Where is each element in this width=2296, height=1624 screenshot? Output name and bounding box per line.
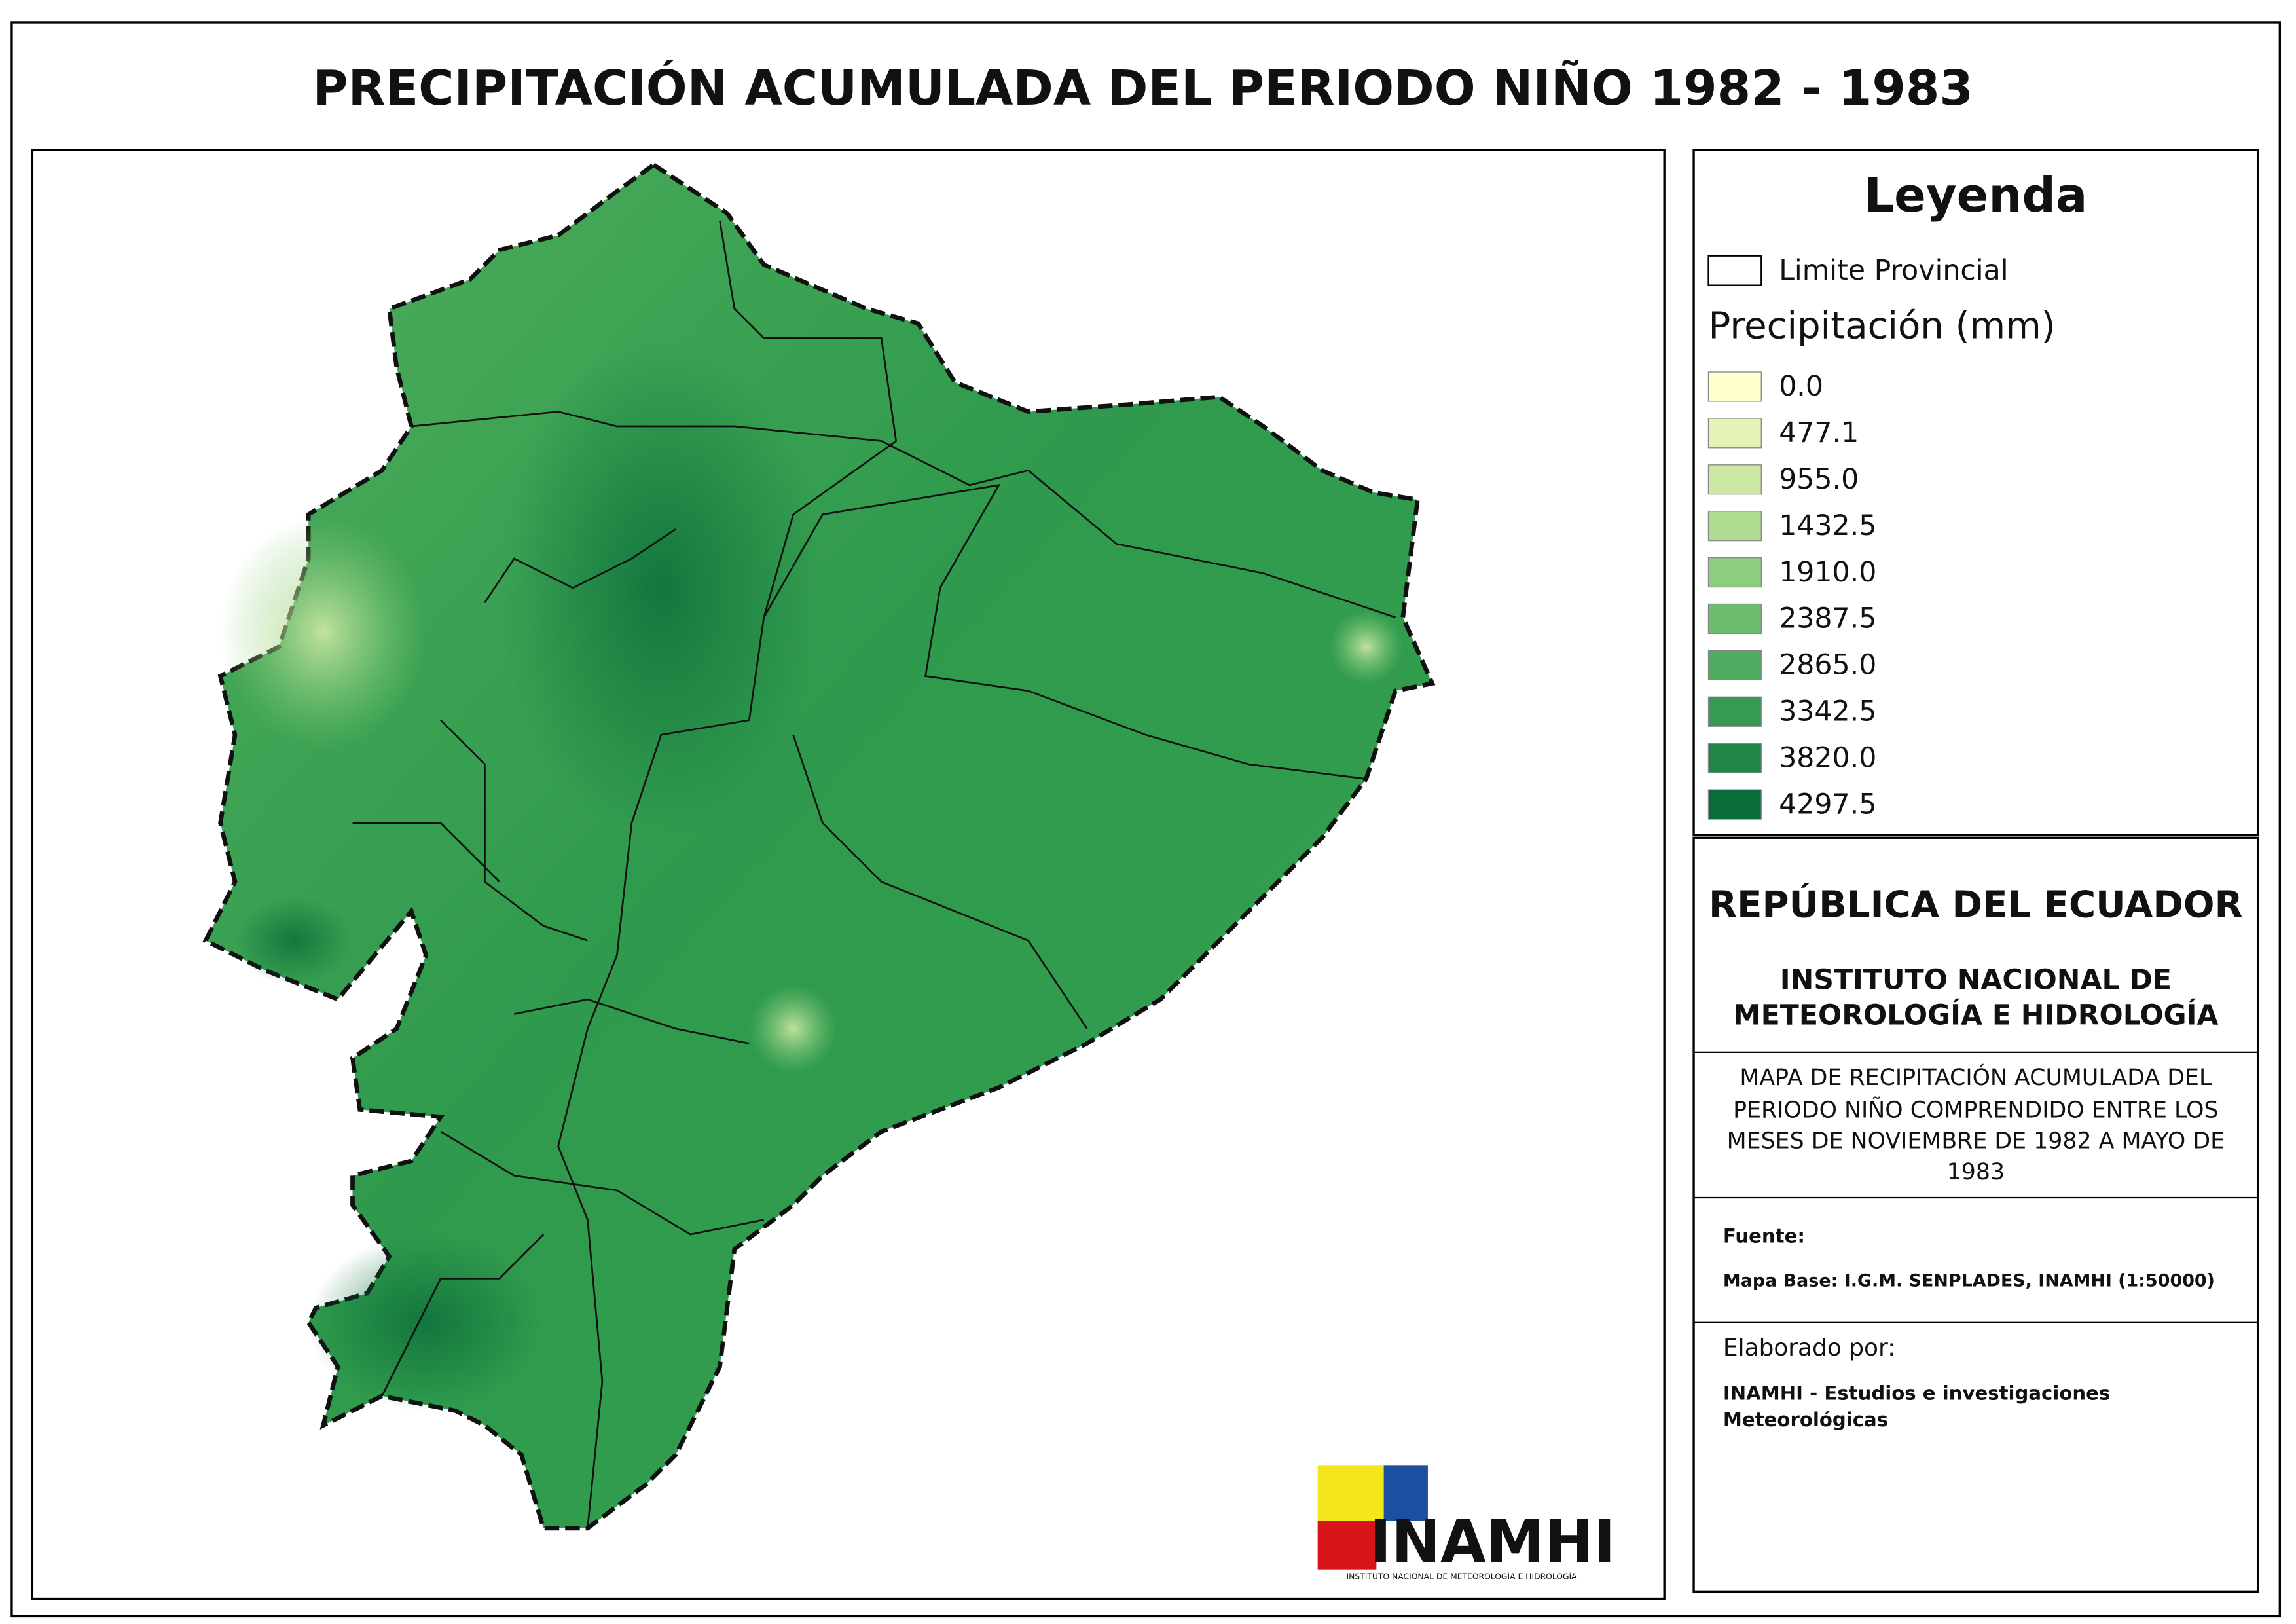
info-box xyxy=(1692,836,2259,1593)
dry-zone xyxy=(1329,610,1403,684)
legend-label: 1432.5 xyxy=(1779,509,1876,542)
legend-subtitle: Precipitación (mm) xyxy=(1708,304,2055,347)
logo-subtitle: INSTITUTO NACIONAL DE METEOROLOGÍA E HID… xyxy=(1346,1571,1577,1581)
legend-label: 4297.5 xyxy=(1779,788,1876,821)
legend-swatch xyxy=(1707,650,1762,680)
legend-title: Leyenda xyxy=(1864,168,2087,223)
legend-label: 477.1 xyxy=(1779,416,1859,449)
country-name: REPÚBLICA DEL ECUADOR xyxy=(1709,881,2243,926)
legend-label: 3342.5 xyxy=(1779,695,1876,728)
author-label: Elaborado por: xyxy=(1723,1335,1895,1361)
legend-swatch xyxy=(1707,557,1762,588)
wet-zone xyxy=(235,896,353,985)
legend-box xyxy=(1692,149,2259,836)
country-shape xyxy=(202,162,1436,1531)
legend-label: 3820.0 xyxy=(1779,741,1876,774)
province-lines xyxy=(352,220,1396,1528)
logo-name: INAMHI xyxy=(1370,1508,1616,1576)
legend-label: 2387.5 xyxy=(1779,602,1876,635)
institute-line: METEOROLOGÍA E HIDROLOGÍA xyxy=(1733,999,2218,1032)
legend-swatch xyxy=(1707,743,1762,773)
dry-zone xyxy=(749,984,837,1073)
legend-swatch xyxy=(1707,418,1762,449)
wet-zone xyxy=(499,338,823,838)
boundary-swatch xyxy=(1707,255,1762,286)
legend-swatch xyxy=(1707,464,1762,495)
logo: INAMHI INSTITUTO NACIONAL DE METEOROLOGÍ… xyxy=(1317,1465,1616,1581)
title: PRECIPITACIÓN ACUMULADA DEL PERIODO NIÑO… xyxy=(312,59,1973,117)
legend-label: 2865.0 xyxy=(1779,649,1876,682)
logo-yellow xyxy=(1317,1465,1384,1521)
legend-swatch xyxy=(1707,511,1762,542)
wet-zone xyxy=(308,1234,544,1411)
boundary-label: Limite Provincial xyxy=(1779,254,2008,287)
legend-label: 955.0 xyxy=(1779,463,1859,496)
outer-frame xyxy=(10,21,2282,1618)
legend-swatch xyxy=(1707,371,1762,402)
legend-label: 1910.0 xyxy=(1779,556,1876,589)
dry-zone xyxy=(220,514,426,750)
description-line: MAPA DE RECIPITACIÓN ACUMULADA DEL xyxy=(1740,1063,2212,1091)
source-label: Fuente: xyxy=(1723,1225,1805,1247)
source: Mapa Base: I.G.M. SENPLADES, INAMHI (1:5… xyxy=(1723,1270,2215,1291)
legend-swatch xyxy=(1707,696,1762,727)
description-line: PERIODO NIÑO COMPRENDIDO ENTRE LOS xyxy=(1733,1096,2218,1124)
description-line: MESES DE NOVIEMBRE DE 1982 A MAYO DE xyxy=(1727,1128,2225,1154)
author-line: Meteorológicas xyxy=(1723,1409,1888,1431)
legend-swatch xyxy=(1707,789,1762,820)
logo-red xyxy=(1317,1521,1377,1570)
author-line: INAMHI - Estudios e investigaciones xyxy=(1723,1382,2110,1405)
legend-label: 0.0 xyxy=(1779,370,1823,403)
institute-line: INSTITUTO NACIONAL DE xyxy=(1780,964,2172,997)
legend-rows: 0.0 477.1 955.0 1432.5 1910.0 2387.5 2865.0 334… xyxy=(1707,370,1876,821)
description-line: 1983 xyxy=(1947,1159,2005,1185)
legend-swatch xyxy=(1707,603,1762,635)
logo-blue xyxy=(1383,1465,1428,1521)
